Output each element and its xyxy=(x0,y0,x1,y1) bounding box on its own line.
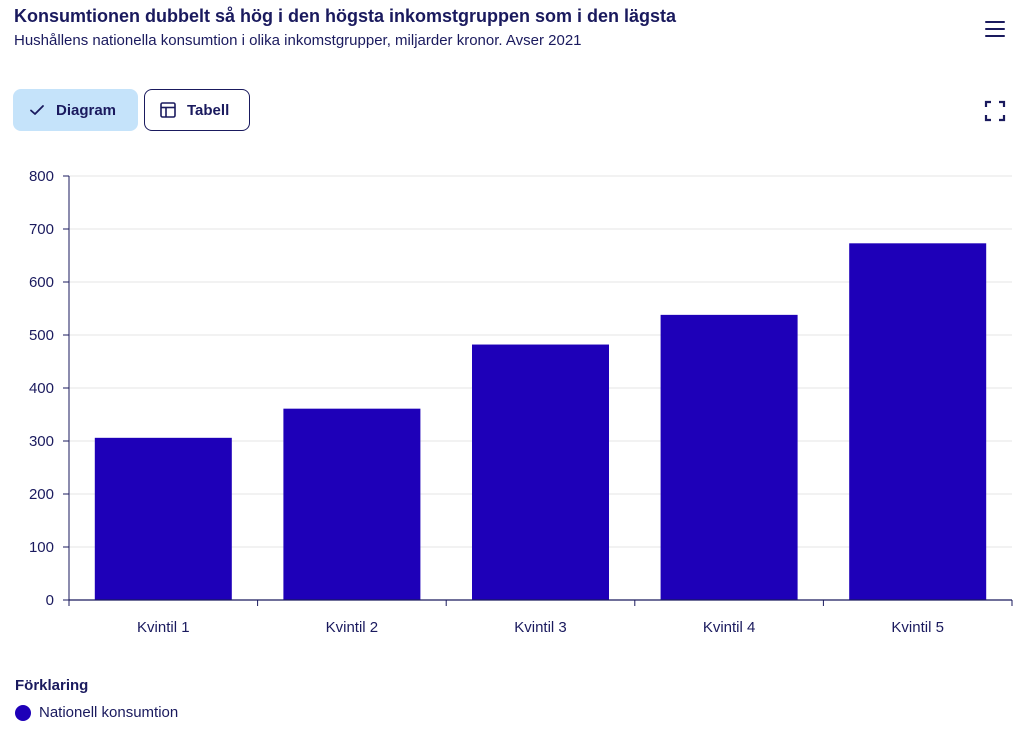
x-tick-label: Kvintil 3 xyxy=(514,619,567,636)
view-tabs: Diagram Tabell xyxy=(13,89,250,131)
bar xyxy=(94,437,232,600)
bar xyxy=(283,408,421,600)
table-icon xyxy=(159,101,177,119)
y-tick-label: 200 xyxy=(29,486,54,503)
tab-table[interactable]: Tabell xyxy=(144,89,250,131)
y-tick-label: 400 xyxy=(29,380,54,397)
bar xyxy=(849,243,987,600)
tab-table-label: Tabell xyxy=(187,101,230,119)
y-tick-label: 600 xyxy=(29,274,54,291)
y-tick-label: 700 xyxy=(29,221,54,238)
y-tick-label: 300 xyxy=(29,433,54,450)
x-tick-label: Kvintil 1 xyxy=(137,619,190,636)
tab-diagram-label: Diagram xyxy=(56,101,117,119)
y-tick-label: 800 xyxy=(29,168,54,185)
tab-diagram[interactable]: Diagram xyxy=(13,89,138,131)
checkmark-icon xyxy=(28,101,46,119)
x-tick-label: Kvintil 4 xyxy=(703,619,756,636)
x-tick-label: Kvintil 2 xyxy=(326,619,379,636)
legend-title: Förklaring xyxy=(15,677,89,694)
hamburger-menu-icon[interactable] xyxy=(982,18,1008,40)
fullscreen-icon[interactable] xyxy=(984,100,1006,122)
y-tick-label: 0 xyxy=(46,592,54,609)
bar-chart: 0 100 200 300 400 500 600 700 800 Kvintil 1 Kvinti… xyxy=(29,168,1013,636)
y-tick-label: 100 xyxy=(29,539,54,556)
bar xyxy=(660,314,798,600)
legend-item[interactable]: Nationell konsumtion xyxy=(15,704,178,721)
chart-subtitle: Hushållens nationella konsumtion i olika… xyxy=(14,32,582,49)
bar xyxy=(472,344,609,600)
x-tick-label: Kvintil 5 xyxy=(891,619,944,636)
legend-marker xyxy=(15,704,31,721)
legend-label: Nationell konsumtion xyxy=(39,704,179,721)
chart-title: Konsumtionen dubbelt så hög i den högsta… xyxy=(14,6,677,26)
y-tick-label: 500 xyxy=(29,327,54,344)
